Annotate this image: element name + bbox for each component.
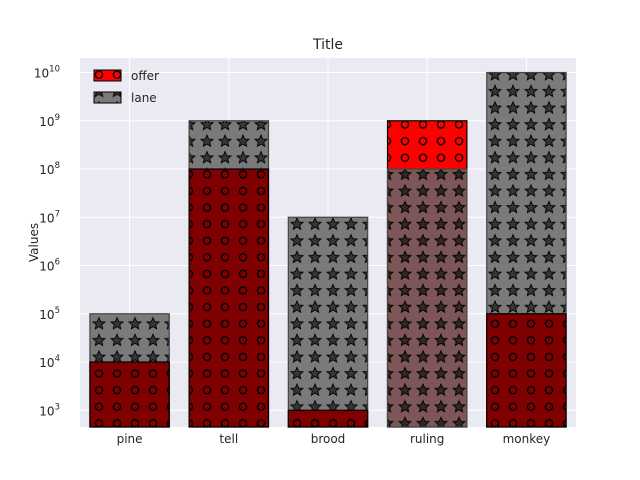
bar-offer-brood <box>287 409 369 428</box>
bar-outline <box>486 313 567 428</box>
legend-swatch-hatch <box>94 70 121 81</box>
bar-outline <box>287 409 369 428</box>
x-tick-label: brood <box>311 432 346 446</box>
bar-outline <box>188 168 270 428</box>
bar-hatch <box>189 169 269 428</box>
y-tick-label: 107 <box>39 209 60 225</box>
bar-offer-tell <box>188 168 270 428</box>
x-tick-label: ruling <box>410 432 444 446</box>
y-tick-label: 1010 <box>34 65 60 81</box>
bar-hatch <box>288 217 368 427</box>
bar-lane-brood <box>287 216 369 428</box>
y-axis-label: Values <box>27 223 41 262</box>
bar-outline <box>89 361 170 428</box>
legend-swatch-hatch <box>94 92 121 103</box>
legend-swatch-outline <box>93 69 122 82</box>
legend-swatch-outline <box>93 91 122 104</box>
chart-title: Title <box>312 37 343 53</box>
legend: offer lane <box>93 69 159 105</box>
bar-hatch <box>288 410 368 427</box>
legend-label: lane <box>131 91 157 105</box>
y-tick-label: 105 <box>39 306 60 322</box>
bar-hatch <box>486 313 567 427</box>
bar-offer-pine <box>89 361 170 428</box>
y-tick-label: 108 <box>39 161 60 177</box>
bar-lane-ruling <box>386 168 468 428</box>
y-axis-ticks: 103 104 105 106 107 108 109 1010 <box>34 65 60 419</box>
x-tick-label: tell <box>219 432 238 446</box>
y-tick-label: 109 <box>39 113 60 129</box>
x-tick-label: monkey <box>503 432 551 446</box>
x-axis-ticks: pine tell brood ruling monkey <box>117 432 551 446</box>
bar-hatch <box>387 169 467 428</box>
bar-hatch <box>89 362 170 427</box>
legend-item-offer: offer <box>93 69 159 83</box>
bars-group <box>89 71 567 428</box>
y-tick-label: 106 <box>39 258 60 274</box>
legend-item-lane: lane <box>93 91 157 105</box>
y-tick-label: 104 <box>39 354 60 370</box>
y-tick-label: 103 <box>39 402 60 418</box>
legend-label: offer <box>131 69 159 83</box>
bar-outline <box>386 168 468 428</box>
bar-offer-monkey <box>486 313 567 428</box>
x-tick-label: pine <box>117 432 143 446</box>
